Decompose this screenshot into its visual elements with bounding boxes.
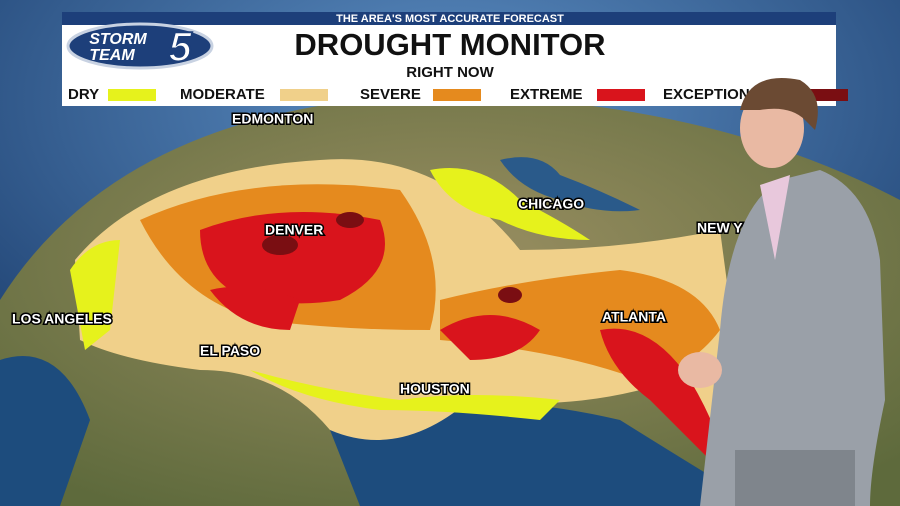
title: DROUGHT MONITOR [294, 27, 605, 62]
city-label: HOUSTON [400, 381, 470, 397]
city-label: EL PASO [200, 343, 260, 359]
legend-label: MODERATE [180, 86, 265, 103]
city-label: ATLANTA [602, 309, 666, 325]
great-lakes [500, 157, 640, 212]
city-label: DENVER [265, 222, 323, 238]
gulf [330, 402, 760, 506]
city-label: LOS ANGELES [12, 311, 112, 327]
legend-label: SEVERE [360, 86, 421, 103]
logo-text: STORM [89, 31, 147, 48]
legend-label: EXTREME [510, 86, 583, 103]
logo: STORM TEAM 5 [66, 22, 214, 71]
pacific [0, 356, 90, 506]
city-label: EDMONTON [232, 111, 313, 127]
legend-swatch [108, 89, 156, 101]
tagline: THE AREA'S MOST ACCURATE FORECAST [336, 13, 564, 25]
legend-swatch [280, 89, 328, 101]
logo-number: 5 [168, 23, 192, 70]
subtitle: RIGHT NOW [406, 64, 494, 81]
drought-map [70, 159, 740, 480]
legend-label: EXCEPTIONAL [663, 86, 770, 103]
legend-label: DRY [68, 86, 99, 103]
legend-swatch [597, 89, 645, 101]
legend-swatch [433, 89, 481, 101]
presenter [678, 78, 885, 506]
logo-text: TEAM [89, 47, 135, 64]
city-label: CHICAGO [518, 196, 584, 212]
banner-strip [62, 12, 836, 25]
